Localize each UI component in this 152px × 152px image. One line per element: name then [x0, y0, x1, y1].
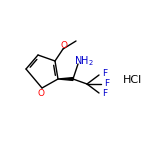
Polygon shape	[58, 78, 73, 80]
Text: F: F	[104, 79, 109, 88]
Text: HCl: HCl	[122, 75, 142, 85]
Text: O: O	[60, 40, 67, 50]
Text: F: F	[102, 69, 107, 78]
Text: O: O	[38, 90, 45, 98]
Text: F: F	[102, 90, 107, 98]
Text: NH$_2$: NH$_2$	[74, 54, 94, 68]
